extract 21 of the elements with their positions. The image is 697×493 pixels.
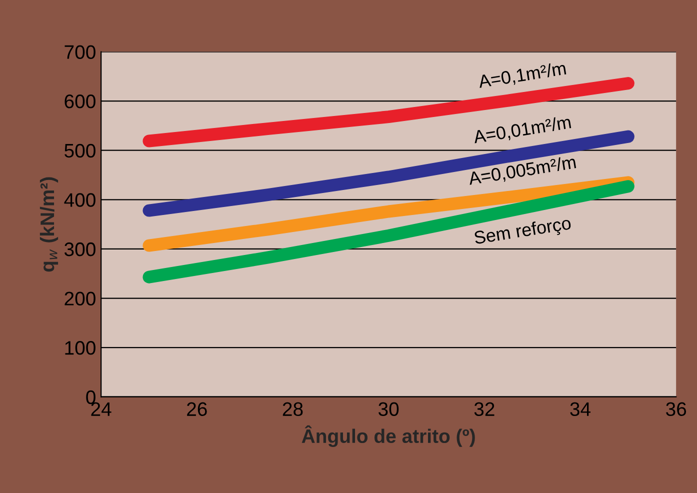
- text: Sem reforço: [474, 216, 572, 248]
- x-axis-title: Ângulo de atrito (º): [302, 425, 475, 447]
- x-tick-label: 28: [282, 402, 303, 416]
- y-tick-label: 400: [64, 193, 96, 207]
- y-axis-title: q$_{w}$ (kN/m²): [40, 177, 58, 272]
- x-tick-label: 26: [187, 402, 207, 416]
- x-tick-label: 34: [570, 402, 590, 416]
- text: A=0,1m²/m: [478, 61, 567, 90]
- y-tick-label: 500: [64, 144, 96, 158]
- y-tick-label: 100: [65, 341, 96, 355]
- x-tick-label: 36: [666, 402, 686, 416]
- text: A=0,01m²/m: [472, 115, 572, 146]
- y-tick-label: 0: [86, 390, 96, 404]
- y-tick-label: 300: [64, 242, 96, 256]
- y-tick-label: 200: [64, 292, 96, 306]
- y-tick-label: 700: [64, 45, 96, 59]
- y-tick-label: 600: [64, 94, 96, 108]
- text: A=0,005m²/m: [468, 155, 576, 188]
- x-tick-label: 24: [91, 402, 112, 416]
- x-tick-label: 32: [474, 402, 494, 416]
- x-tick-label: 30: [378, 402, 399, 416]
